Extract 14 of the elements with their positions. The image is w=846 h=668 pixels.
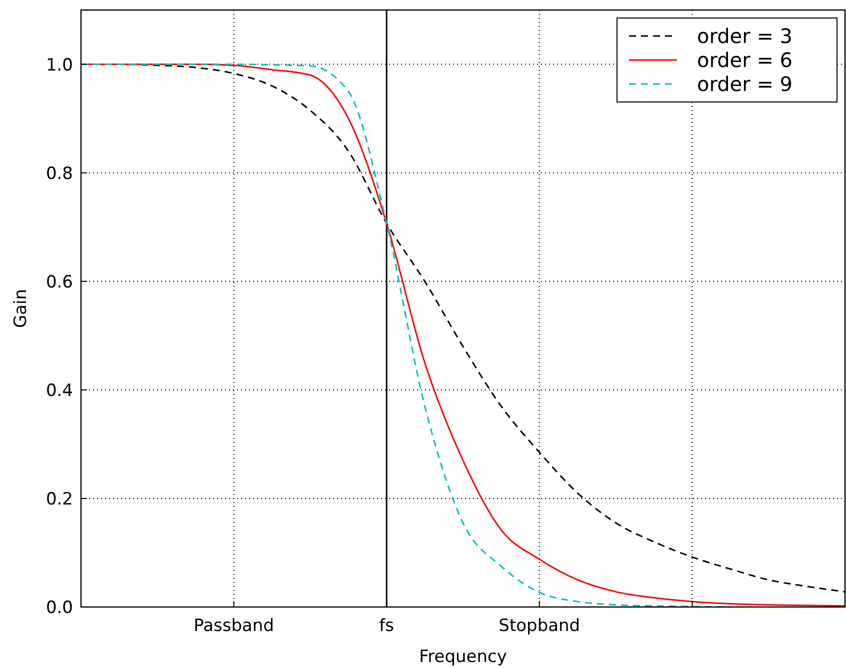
y-tick-label: 0.4 (46, 380, 73, 401)
x-tick-label: fs (379, 616, 394, 636)
legend-label: order = 9 (697, 72, 793, 96)
y-tick-label: 0.2 (46, 489, 73, 510)
y-tick-label: 1.0 (46, 55, 73, 76)
x-axis-title: Frequency (419, 647, 507, 667)
x-tick-label: Passband (194, 616, 274, 636)
y-tick-label: 0.6 (46, 272, 73, 292)
y-tick-label: 0.8 (46, 164, 73, 184)
y-axis-title: Gain (11, 288, 31, 328)
legend-label: order = 6 (697, 48, 793, 72)
x-tick-label: Stopband (498, 616, 580, 636)
legend-label: order = 3 (697, 24, 793, 48)
y-tick-label: 0.0 (46, 598, 73, 618)
